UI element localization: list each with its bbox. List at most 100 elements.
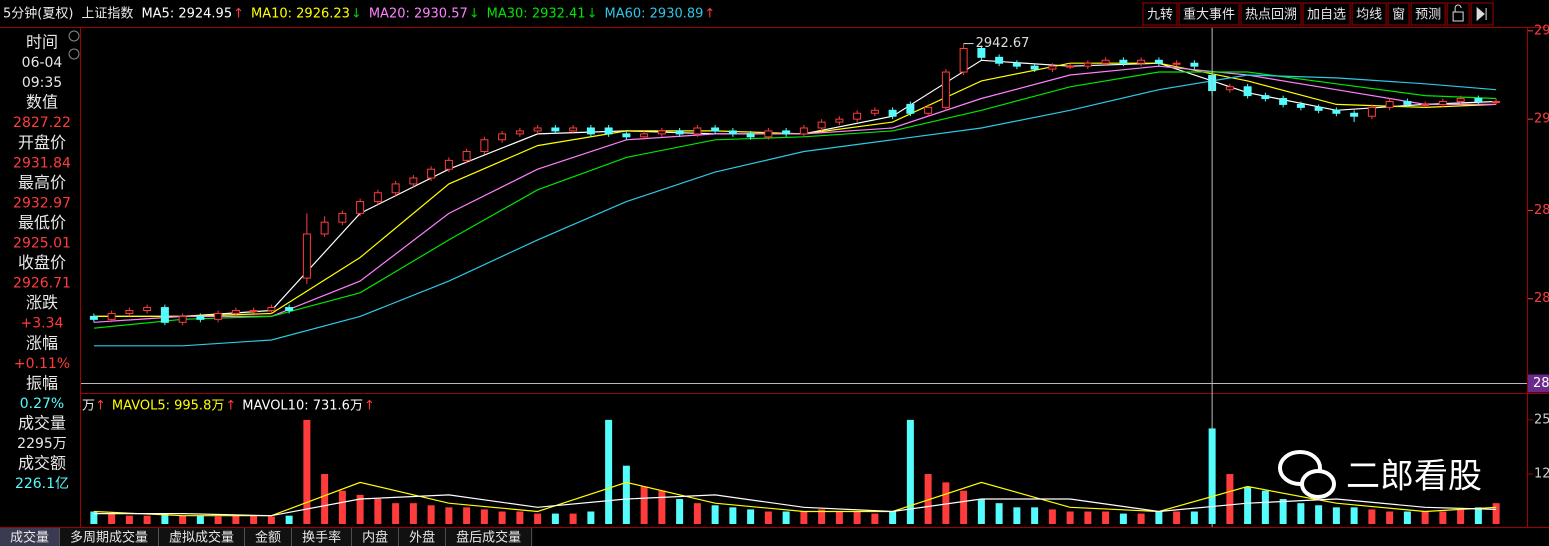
info-label: 最低价 — [18, 213, 66, 232]
candle-body — [302, 233, 311, 279]
volume-bar — [374, 499, 382, 524]
toolbar-button-label: 热点回溯 — [1245, 7, 1297, 23]
volume-bar — [1386, 511, 1394, 524]
candle-body — [1350, 112, 1359, 117]
candle-body — [640, 133, 649, 138]
candle-body — [356, 201, 365, 214]
candle-body — [711, 127, 720, 132]
volume-bar — [1226, 474, 1234, 524]
header-text: MAVOL10: 731.6万 — [242, 399, 363, 414]
volume-bar — [960, 490, 968, 524]
candle-body — [1154, 59, 1163, 64]
candle-body — [1190, 62, 1199, 67]
volume-bar — [1013, 507, 1021, 524]
volume-bar — [214, 516, 222, 524]
tab[interactable] — [446, 528, 532, 546]
lock-shackle — [1454, 4, 1462, 12]
candle-body — [622, 133, 631, 138]
candle-body — [391, 183, 400, 194]
ma-line — [93, 494, 1497, 517]
tab[interactable] — [60, 528, 159, 546]
volume-bar — [995, 503, 1003, 524]
tab[interactable] — [245, 528, 292, 546]
volume-bar — [1137, 513, 1145, 524]
toolbar-button[interactable] — [1142, 2, 1178, 26]
header-text: 万 — [82, 399, 95, 414]
volume-bar — [658, 490, 666, 524]
info-label: 最高价 — [18, 173, 66, 192]
volume-bar — [1297, 503, 1305, 524]
volume-bar — [534, 513, 542, 524]
header-text: ↑ — [704, 7, 715, 22]
candle-body — [427, 168, 436, 179]
candle-body — [214, 312, 223, 320]
toolbar-button[interactable] — [1387, 2, 1410, 26]
candle-body — [1492, 100, 1501, 103]
volume-bar — [1031, 507, 1039, 524]
cursor-label: 28 — [1533, 376, 1549, 391]
toolbar-button-label: 均线 — [1356, 8, 1382, 23]
candle-body — [1048, 65, 1057, 70]
close-icon[interactable] — [68, 30, 80, 42]
info-label: 涨幅 — [26, 333, 58, 352]
volume-bar — [321, 474, 329, 524]
volume-bar — [1244, 486, 1252, 524]
toolbar-button-label: 窗 — [1392, 7, 1405, 23]
candle-body — [196, 315, 205, 320]
candle-body — [746, 133, 755, 138]
candle-body — [782, 130, 791, 135]
tab[interactable] — [352, 528, 399, 546]
candle-body — [1421, 103, 1430, 106]
volume-bar — [1279, 499, 1287, 524]
volume-bar — [1173, 511, 1181, 524]
candle-body — [1225, 86, 1234, 91]
volume-bar — [729, 507, 737, 524]
info-value: 2295万 — [17, 436, 67, 452]
toolbar-button[interactable] — [1351, 2, 1387, 26]
settings-icon[interactable] — [68, 48, 80, 60]
volume-bar — [90, 511, 98, 524]
volume-bar — [1439, 511, 1447, 524]
toolbar-button[interactable] — [1410, 2, 1446, 26]
volume-bar — [161, 513, 169, 524]
candle-body — [1261, 95, 1270, 100]
volume-bar — [1119, 513, 1127, 524]
candle-body — [764, 130, 773, 138]
header-text: ↑ — [95, 399, 106, 414]
tab[interactable] — [0, 528, 60, 546]
next-button[interactable] — [1470, 2, 1494, 26]
toolbar-button[interactable] — [1240, 2, 1302, 26]
volume-bar — [835, 511, 843, 524]
tab[interactable] — [399, 528, 446, 546]
info-value: +0.11% — [14, 356, 70, 372]
volume-bar — [1102, 511, 1110, 524]
info-value: 2926.71 — [13, 276, 71, 292]
toolbar-button-label: 预测 — [1415, 8, 1441, 23]
volume-bar — [1066, 511, 1074, 524]
candle-body — [569, 127, 578, 132]
info-label: 成交额 — [18, 454, 66, 473]
volume-bar — [1261, 490, 1269, 524]
candle-body — [817, 121, 826, 129]
volume-bar — [818, 509, 826, 524]
candle-body — [533, 127, 542, 132]
candle-body — [160, 307, 169, 323]
toolbar-button-label: 加自选 — [1307, 8, 1346, 23]
toolbar-button[interactable] — [1302, 2, 1351, 26]
info-value: 226.1亿 — [15, 476, 69, 492]
toolbar-button-label: 九转 — [1147, 8, 1173, 23]
toolbar-button[interactable] — [1178, 2, 1240, 26]
volume-bar — [977, 499, 985, 524]
candle-body — [1456, 98, 1465, 102]
candle-body — [959, 47, 968, 73]
tab[interactable] — [159, 528, 245, 546]
volume-bar — [676, 499, 684, 524]
tab[interactable] — [292, 528, 352, 546]
header-text: ↓ — [469, 7, 480, 22]
candle-body — [995, 56, 1004, 64]
candle-body — [586, 127, 595, 135]
lock-button[interactable] — [1446, 2, 1470, 26]
candle-body — [1083, 62, 1092, 67]
watermark: 二郎看股 — [1346, 457, 1482, 497]
header-text: ↑ — [233, 7, 244, 22]
